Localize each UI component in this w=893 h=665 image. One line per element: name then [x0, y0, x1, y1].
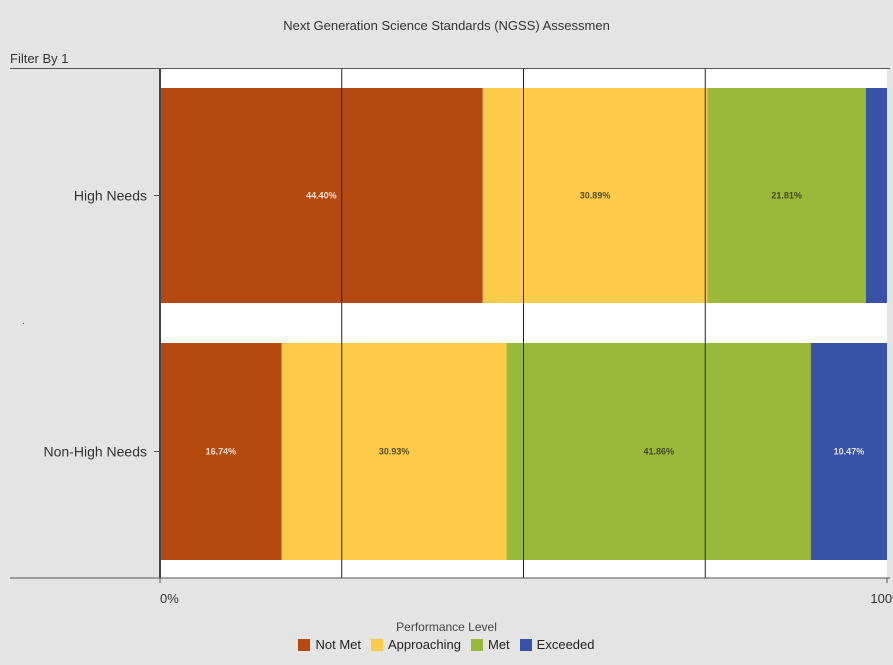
- legend-swatch: [520, 639, 532, 651]
- legend-item[interactable]: Approaching: [371, 637, 461, 652]
- legend-label: Exceeded: [537, 637, 595, 652]
- legend-item[interactable]: Exceeded: [520, 637, 595, 652]
- data-label: 30.89%: [580, 191, 611, 201]
- data-label: 10.47%: [834, 447, 865, 457]
- legend: Not Met Approaching Met Exceeded: [0, 637, 893, 652]
- data-label: 30.93%: [379, 447, 410, 457]
- legend-swatch: [371, 639, 383, 651]
- legend-label: Met: [488, 637, 510, 652]
- category-label: Non-High Needs: [44, 444, 148, 460]
- legend-label: Not Met: [315, 637, 361, 652]
- legend-title: Performance Level: [0, 620, 893, 634]
- x-tick-label: 100%: [870, 591, 893, 606]
- data-label: 41.86%: [643, 447, 674, 457]
- x-tick-label: 0%: [160, 591, 179, 606]
- legend-item[interactable]: Not Met: [298, 637, 361, 652]
- bar-chart: 44.40% 30.89% 21.81% 16.74% 30.93% 41.86% 10.4…: [0, 0, 893, 615]
- data-label: 16.74%: [206, 447, 237, 457]
- legend-item[interactable]: Met: [471, 637, 510, 652]
- legend-swatch: [298, 639, 310, 651]
- category-label: High Needs: [74, 188, 147, 204]
- legend-label: Approaching: [388, 637, 461, 652]
- stray-mark: .: [22, 316, 25, 327]
- bar-segment[interactable]: [866, 88, 887, 303]
- legend-swatch: [471, 639, 483, 651]
- data-label: 21.81%: [771, 191, 802, 201]
- data-label: 44.40%: [306, 191, 337, 201]
